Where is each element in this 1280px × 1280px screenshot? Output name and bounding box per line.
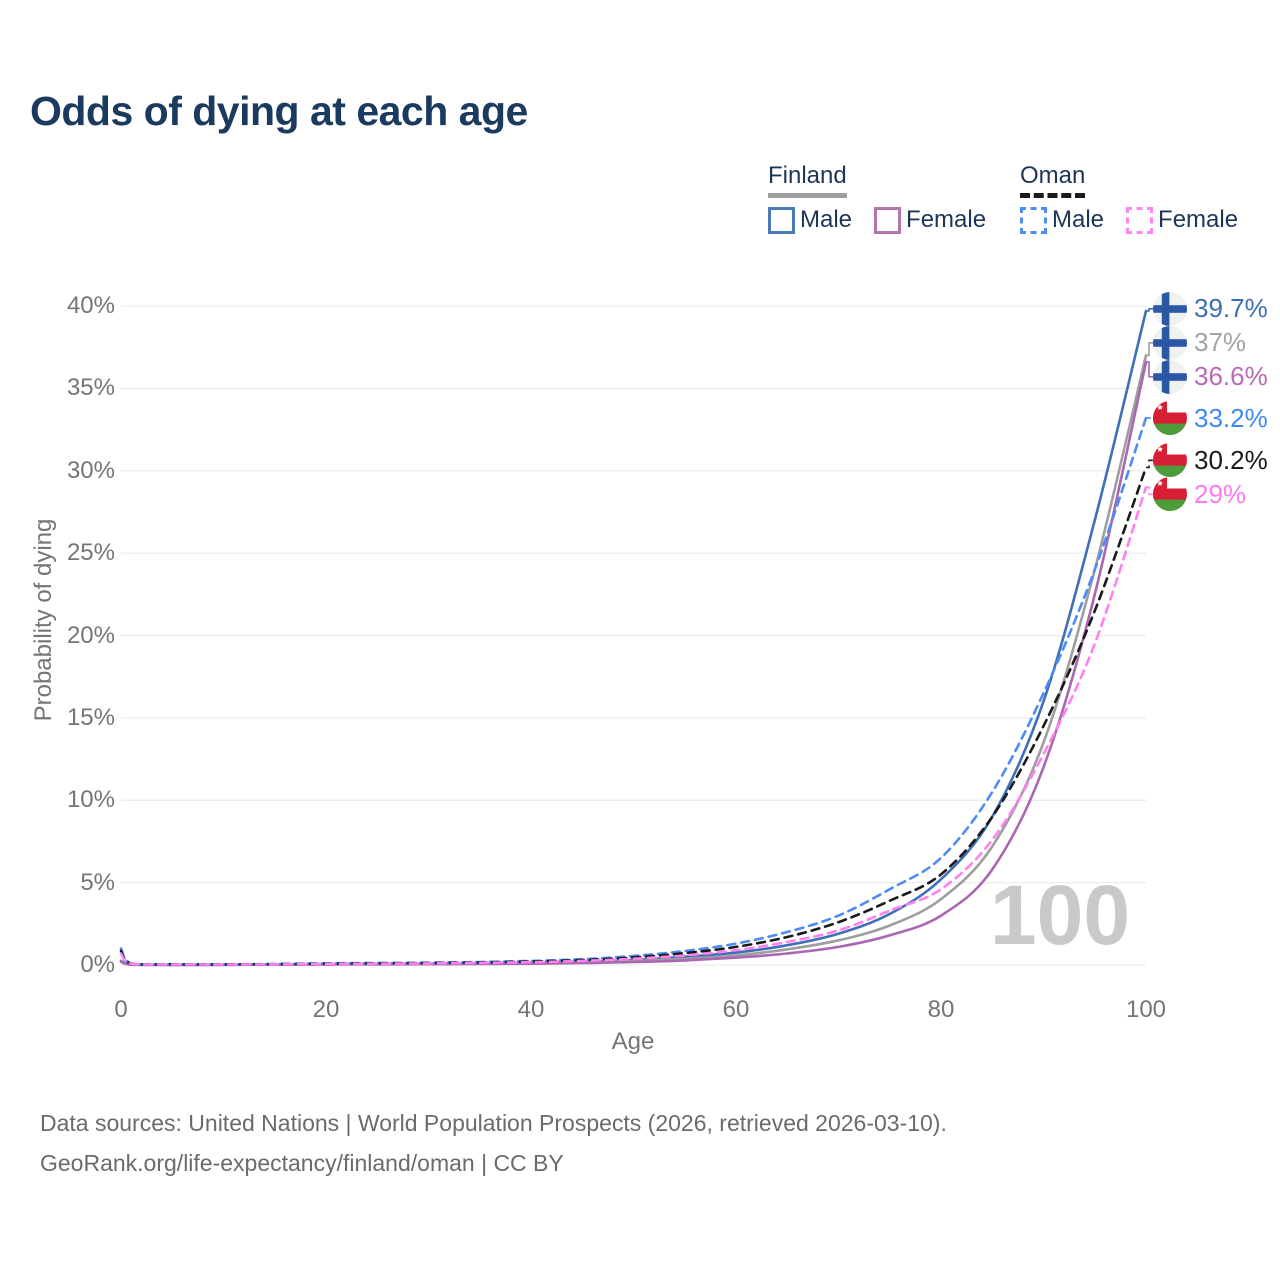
x-tick-label: 40 (517, 996, 545, 1023)
watermark-age-100: 100 (990, 868, 1130, 962)
x-tick-label: 80 (927, 996, 955, 1023)
y-axis-title: Probability of dying (30, 518, 57, 722)
legend-item-finland-female[interactable]: Female (874, 206, 986, 234)
finland-flag-icon (1153, 359, 1187, 394)
legend-group-finland: Finland Male Female (768, 162, 986, 234)
x-tick-label: 100 (1125, 996, 1167, 1023)
label-connector (1146, 308, 1154, 312)
end-label-oman-male: 33.2% (1153, 401, 1268, 436)
end-label-oman: 30.2% (1153, 443, 1268, 478)
oman-flag-icon (1153, 477, 1187, 512)
y-tick-label: 30% (66, 456, 115, 484)
end-label-value: 30.2% (1194, 444, 1268, 475)
x-tick-label: 20 (312, 996, 340, 1023)
oman-flag-icon (1153, 443, 1187, 478)
legend-country-oman: Oman (1020, 162, 1086, 198)
end-label-value: 33.2% (1194, 402, 1268, 433)
legend-item-oman-male[interactable]: Male (1020, 206, 1104, 234)
legend-label: Female (1158, 206, 1239, 233)
oman-female-swatch-icon (1126, 206, 1154, 234)
y-tick-label: 40% (66, 292, 115, 319)
finland-flag-icon (1153, 291, 1187, 326)
x-axis-title: Age (611, 1028, 655, 1055)
label-connector (1146, 361, 1154, 378)
y-tick-label: 15% (66, 703, 115, 731)
end-label-value: 39.7% (1194, 293, 1268, 324)
label-connector (1146, 486, 1154, 496)
legend-group-oman: Oman Male Female (1020, 162, 1238, 234)
end-label-oman-female: 29% (1153, 477, 1247, 512)
end-label-finland: 37% (1153, 325, 1247, 360)
y-tick-label: 35% (66, 374, 115, 402)
finland-female-swatch-icon (874, 206, 902, 234)
legend-label: Male (800, 206, 853, 233)
series-line-oman-female (119, 485, 1148, 966)
legend-item-oman-female[interactable]: Female (1126, 206, 1238, 234)
y-tick-label: 25% (66, 539, 115, 567)
y-tick-label: 5% (80, 868, 115, 896)
y-tick-label: 10% (66, 786, 115, 814)
series-line-finland-male (119, 309, 1148, 967)
legend-country-finland: Finland (768, 162, 847, 198)
end-label-finland-female: 36.6% (1153, 359, 1268, 394)
label-connector (1146, 342, 1154, 357)
end-label-value: 36.6% (1194, 361, 1268, 392)
finland-flag-icon (1153, 325, 1187, 360)
legend-item-finland-male[interactable]: Male (768, 206, 852, 234)
page-title: Odds of dying at each age (30, 88, 528, 134)
legend-label: Male (1052, 206, 1105, 233)
chart-legend: Finland Male Female Oman Male (0, 162, 1280, 246)
end-label-value: 29% (1194, 478, 1247, 509)
series-line-oman-male (119, 416, 1148, 966)
end-label-finland-male: 39.7% (1153, 291, 1268, 326)
x-tick-label: 0 (114, 996, 128, 1023)
label-connector (1146, 459, 1154, 469)
end-label-value: 37% (1194, 327, 1247, 358)
attribution-text: GeoRank.org/life-expectancy/finland/oman… (40, 1150, 564, 1176)
y-tick-label: 20% (66, 621, 115, 649)
legend-label: Female (906, 206, 987, 233)
oman-male-swatch-icon (1020, 206, 1047, 234)
oman-flag-icon (1153, 401, 1187, 436)
x-tick-label: 60 (722, 996, 750, 1023)
data-sources-text: Data sources: United Nations | World Pop… (40, 1110, 947, 1136)
y-tick-label: 0% (80, 951, 115, 978)
finland-male-swatch-icon (768, 206, 795, 234)
